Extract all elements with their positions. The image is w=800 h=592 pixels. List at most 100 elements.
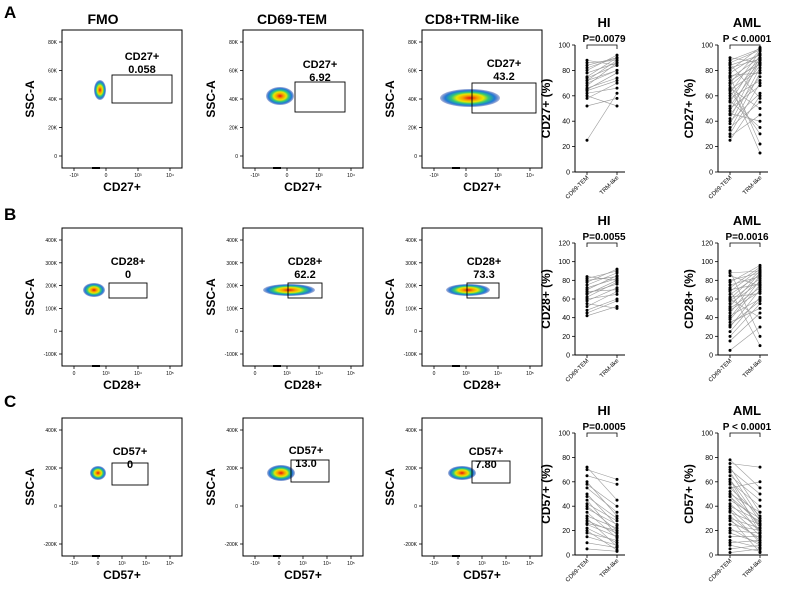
category-label: TRM-like bbox=[742, 358, 764, 380]
data-point-trm-like bbox=[758, 516, 762, 520]
data-point-cd69-tem bbox=[585, 492, 589, 496]
data-point-cd69-tem bbox=[728, 468, 732, 472]
pair-connector-line bbox=[586, 95, 618, 107]
y-tick-label: 40K bbox=[229, 97, 239, 103]
x-tick-label: 10⁵ bbox=[526, 561, 534, 567]
pair-connector-line bbox=[729, 93, 761, 122]
y-tick-label: 200K bbox=[405, 284, 417, 290]
paired-plot-b-hi: HI P=0.0055 0 20 40 60 80 100 120 CD28+ (%) CD69-T… bbox=[539, 213, 626, 384]
y-tick-label: 200K bbox=[226, 466, 238, 472]
data-point-cd69-tem bbox=[585, 486, 589, 490]
data-point-cd69-tem bbox=[585, 138, 589, 142]
cell-density-blob bbox=[267, 465, 295, 481]
pair-connector-line bbox=[729, 527, 761, 546]
data-point-trm-like bbox=[758, 299, 762, 303]
y-tick-label: 60 bbox=[562, 93, 570, 100]
data-point-trm-like bbox=[758, 334, 762, 338]
significance-bracket bbox=[586, 432, 618, 437]
pair-connector-line bbox=[729, 544, 761, 552]
data-point-cd69-tem bbox=[728, 507, 732, 511]
pair-connector-line bbox=[586, 300, 618, 314]
data-point-cd69-tem bbox=[585, 514, 589, 518]
data-point-trm-like bbox=[758, 269, 762, 273]
data-point-trm-like bbox=[615, 79, 619, 83]
gate-percentage: 73.3 bbox=[473, 269, 494, 281]
baseline-event-marks bbox=[273, 167, 281, 169]
data-point-trm-like bbox=[758, 96, 762, 100]
p-value-label: P < 0.0001 bbox=[723, 34, 772, 45]
x-tick-label: -10³ bbox=[70, 173, 79, 179]
data-point-cd69-tem bbox=[728, 302, 732, 306]
data-point-cd69-tem bbox=[728, 81, 732, 85]
x-tick-label: 10³ bbox=[462, 371, 470, 377]
data-point-cd69-tem bbox=[585, 302, 589, 306]
pair-connector-line bbox=[729, 270, 761, 300]
paired-plot-b-aml: AML P=0.0016 0 20 40 60 80 100 120 CD28+ (%) CD69-… bbox=[682, 213, 769, 384]
x-tick-label: 0 bbox=[73, 371, 76, 377]
gate-rectangle bbox=[466, 282, 500, 299]
pair-connector-line bbox=[729, 280, 761, 318]
y-tick-label: 100 bbox=[701, 259, 713, 266]
gate-marker-label: CD27+ bbox=[487, 58, 522, 70]
pair-connector-line bbox=[729, 469, 761, 495]
data-point-cd69-tem bbox=[728, 58, 732, 62]
y-tick-label: 60K bbox=[229, 69, 239, 75]
data-point-trm-like bbox=[758, 275, 762, 279]
data-point-trm-like bbox=[758, 100, 762, 104]
pair-connector-line bbox=[729, 505, 761, 522]
y-tick-label: 80K bbox=[408, 40, 418, 46]
data-point-cd69-tem bbox=[728, 56, 732, 60]
x-tick-label: -10³ bbox=[251, 561, 260, 567]
pair-connector-line bbox=[729, 510, 761, 544]
pair-connector-line bbox=[729, 308, 761, 323]
data-point-cd69-tem bbox=[585, 507, 589, 511]
paired-plot-title: HI bbox=[598, 403, 611, 418]
y-axis-label: CD28+ (%) bbox=[539, 269, 553, 329]
x-tick-label: 10⁴ bbox=[494, 371, 502, 377]
pair-connector-line bbox=[729, 60, 761, 86]
pair-connector-line bbox=[729, 291, 761, 311]
data-point-trm-like bbox=[615, 96, 619, 100]
pair-connector-line bbox=[729, 481, 761, 489]
y-tick-label: 120 bbox=[701, 241, 713, 248]
data-point-trm-like bbox=[615, 61, 619, 65]
pair-connector-line bbox=[729, 508, 761, 536]
pair-connector-line bbox=[729, 491, 761, 526]
row-letter-a: A bbox=[4, 3, 16, 22]
y-tick-label: 400K bbox=[405, 238, 417, 244]
data-point-trm-like bbox=[615, 526, 619, 530]
data-point-trm-like bbox=[615, 269, 619, 273]
data-point-cd69-tem bbox=[728, 89, 732, 93]
data-point-cd69-tem bbox=[728, 138, 732, 142]
data-point-trm-like bbox=[758, 126, 762, 130]
data-point-trm-like bbox=[615, 482, 619, 486]
data-point-cd69-tem bbox=[728, 297, 732, 301]
data-point-cd69-tem bbox=[585, 535, 589, 539]
y-tick-label: 300K bbox=[226, 261, 238, 267]
pair-connector-line bbox=[586, 98, 618, 107]
pair-connector-line bbox=[586, 527, 618, 544]
data-point-cd69-tem bbox=[585, 468, 589, 472]
pair-connector-line bbox=[729, 278, 761, 302]
y-axis-label: SSC-A bbox=[23, 80, 37, 118]
data-point-cd69-tem bbox=[728, 79, 732, 83]
baseline-event-marks bbox=[452, 365, 460, 367]
data-point-cd69-tem bbox=[728, 86, 732, 90]
category-label: CD69-TEM bbox=[708, 558, 733, 583]
pair-connector-line bbox=[729, 49, 761, 64]
data-point-trm-like bbox=[615, 541, 619, 545]
data-point-trm-like bbox=[758, 57, 762, 61]
pair-connector-line bbox=[729, 293, 761, 298]
data-point-cd69-tem bbox=[585, 68, 589, 72]
data-point-cd69-tem bbox=[728, 490, 732, 494]
y-tick-label: 20K bbox=[229, 126, 239, 132]
data-point-cd69-tem bbox=[585, 498, 589, 502]
data-point-cd69-tem bbox=[585, 308, 589, 312]
pair-connector-line bbox=[729, 113, 761, 122]
y-tick-label: 400K bbox=[226, 238, 238, 244]
paired-plot-title: AML bbox=[733, 213, 761, 228]
pair-connector-line bbox=[586, 268, 618, 283]
y-tick-label: 60K bbox=[48, 69, 58, 75]
data-point-cd69-tem bbox=[728, 494, 732, 498]
y-tick-label: 0 bbox=[414, 504, 417, 510]
